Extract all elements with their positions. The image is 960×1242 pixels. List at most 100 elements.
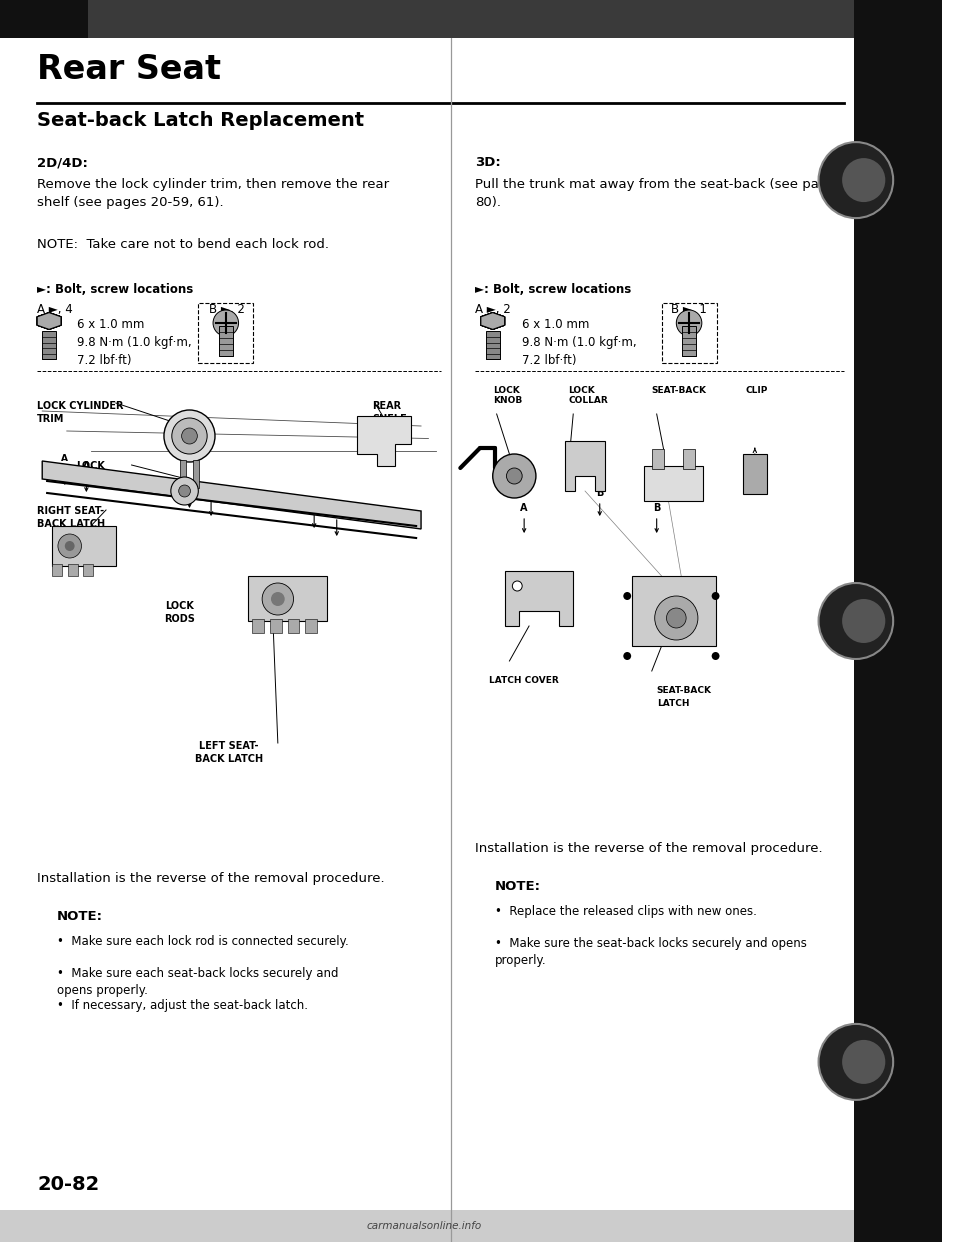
Text: LATCH COVER: LATCH COVER <box>489 676 559 686</box>
Bar <box>683 325 696 356</box>
Bar <box>632 576 715 646</box>
Polygon shape <box>481 313 505 329</box>
Polygon shape <box>481 313 505 329</box>
Polygon shape <box>565 441 605 491</box>
Text: Installation is the reverse of the removal procedure.: Installation is the reverse of the remov… <box>37 872 385 886</box>
Bar <box>853 0 943 1242</box>
Bar <box>52 527 116 566</box>
Bar <box>0 0 853 39</box>
Text: B: B <box>596 488 604 498</box>
Bar <box>249 576 327 621</box>
Circle shape <box>819 582 893 660</box>
Text: A: A <box>83 461 90 469</box>
Bar <box>199 303 253 363</box>
Polygon shape <box>481 313 505 329</box>
Text: A: A <box>61 455 68 463</box>
Text: SEAT-BACK: SEAT-BACK <box>657 686 711 696</box>
Text: LOCK
KNOB: LOCK KNOB <box>492 386 522 405</box>
Polygon shape <box>42 461 421 529</box>
Text: B: B <box>207 487 214 496</box>
Circle shape <box>164 410 215 462</box>
Circle shape <box>655 596 698 640</box>
Text: LOCK
COLLAR: LOCK COLLAR <box>568 386 608 405</box>
Text: •  Make sure the seat-back locks securely and opens
properly.: • Make sure the seat-back locks securely… <box>494 936 806 968</box>
Circle shape <box>64 542 75 551</box>
Circle shape <box>666 609 686 628</box>
Bar <box>42 332 56 359</box>
Text: A: A <box>333 505 340 514</box>
Text: LATCH: LATCH <box>657 699 689 708</box>
Text: A ►, 2: A ►, 2 <box>475 303 511 315</box>
Polygon shape <box>481 313 505 329</box>
Text: BACK LATCH: BACK LATCH <box>37 519 106 529</box>
Text: B: B <box>186 479 193 488</box>
Bar <box>270 619 282 633</box>
Bar <box>486 332 499 359</box>
Circle shape <box>711 652 719 660</box>
Text: •  Replace the released clips with new ones.: • Replace the released clips with new on… <box>494 905 756 918</box>
Circle shape <box>271 592 285 606</box>
Text: BACK LATCH: BACK LATCH <box>195 754 263 764</box>
Bar <box>644 466 703 501</box>
Text: Seat-back Latch Replacement: Seat-back Latch Replacement <box>37 111 365 130</box>
Text: NOTE:: NOTE: <box>494 881 540 893</box>
Text: NOTE:: NOTE: <box>57 910 103 923</box>
Circle shape <box>623 652 631 660</box>
Circle shape <box>842 158 885 202</box>
Text: REAR: REAR <box>372 401 401 411</box>
Text: CYLINDER: CYLINDER <box>77 474 131 484</box>
Text: B: B <box>653 503 660 513</box>
Bar <box>661 303 716 363</box>
Circle shape <box>213 310 239 337</box>
Polygon shape <box>37 313 61 329</box>
Text: Rear Seat: Rear Seat <box>37 53 222 86</box>
Bar <box>193 460 200 488</box>
Polygon shape <box>481 313 505 329</box>
Circle shape <box>172 419 207 455</box>
Bar <box>180 460 185 488</box>
Text: B ►, 1: B ►, 1 <box>671 303 708 315</box>
Text: LOCK CYLINDER: LOCK CYLINDER <box>37 401 124 411</box>
Bar <box>288 619 300 633</box>
Bar <box>652 450 663 469</box>
Circle shape <box>676 310 702 337</box>
Circle shape <box>711 592 719 600</box>
Bar <box>219 325 232 356</box>
Bar <box>0 0 88 39</box>
Text: CLIP: CLIP <box>745 386 767 395</box>
Text: Remove the lock cylinder trim, then remove the rear
shelf (see pages 20-59, 61).: Remove the lock cylinder trim, then remo… <box>37 178 390 209</box>
Bar <box>84 564 93 576</box>
Text: •  Make sure each seat-back locks securely and
opens properly.: • Make sure each seat-back locks securel… <box>57 968 339 997</box>
Bar <box>52 564 61 576</box>
Circle shape <box>58 534 82 558</box>
Circle shape <box>623 592 631 600</box>
Text: Pull the trunk mat away from the seat-back (see page 20-
80).: Pull the trunk mat away from the seat-ba… <box>475 178 861 209</box>
Text: LOCK: LOCK <box>165 601 194 611</box>
Polygon shape <box>37 313 61 329</box>
Circle shape <box>171 477 199 505</box>
Text: 3D:: 3D: <box>475 156 501 169</box>
Text: 6 x 1.0 mm
9.8 N·m (1.0 kgf·m,
7.2 lbf·ft): 6 x 1.0 mm 9.8 N·m (1.0 kgf·m, 7.2 lbf·f… <box>77 318 191 366</box>
Polygon shape <box>505 571 573 626</box>
Text: 2D/4D:: 2D/4D: <box>37 156 88 169</box>
Bar <box>0 1210 853 1242</box>
Bar <box>743 455 767 494</box>
Bar <box>305 619 317 633</box>
Bar <box>684 450 695 469</box>
Circle shape <box>492 455 536 498</box>
Text: RIGHT SEAT-: RIGHT SEAT- <box>37 505 105 515</box>
Circle shape <box>507 468 522 484</box>
Text: B ►, 2: B ►, 2 <box>209 303 245 315</box>
Bar <box>68 564 78 576</box>
Polygon shape <box>481 313 505 329</box>
Text: ►: Bolt, screw locations: ►: Bolt, screw locations <box>37 283 194 296</box>
Text: A ►, 4: A ►, 4 <box>37 303 73 315</box>
Text: A: A <box>520 503 528 513</box>
Text: SHELF: SHELF <box>372 414 407 424</box>
Text: LEFT SEAT-: LEFT SEAT- <box>199 741 258 751</box>
Circle shape <box>181 428 198 443</box>
Text: ►: Bolt, screw locations: ►: Bolt, screw locations <box>475 283 632 296</box>
Text: 20-82: 20-82 <box>37 1175 100 1194</box>
Polygon shape <box>37 313 61 329</box>
Text: NOTE:  Take care not to bend each lock rod.: NOTE: Take care not to bend each lock ro… <box>37 238 329 251</box>
